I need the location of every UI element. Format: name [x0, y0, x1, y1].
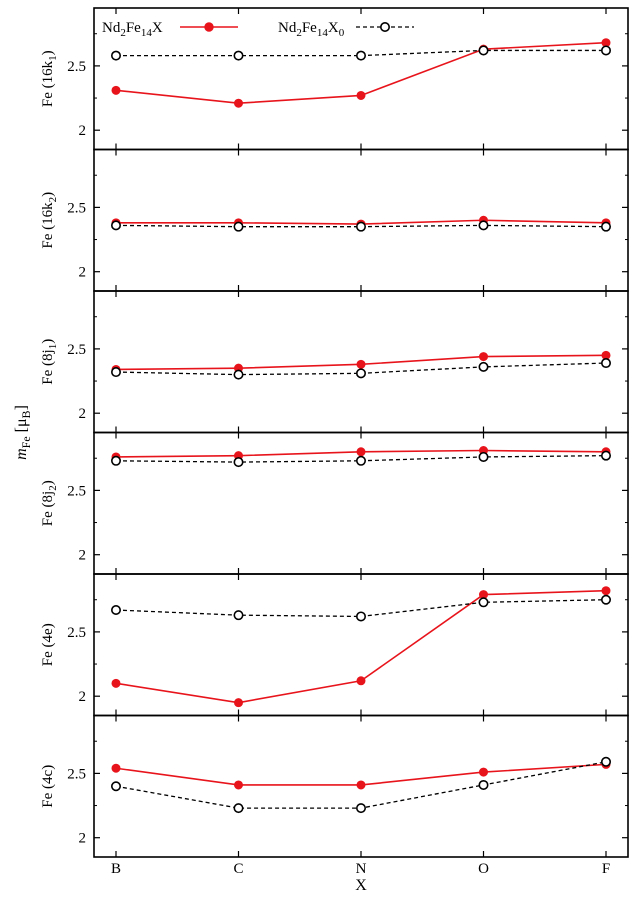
data-point [234, 780, 243, 790]
data-point [600, 221, 611, 232]
data-point [355, 221, 366, 232]
panel-label: Fe (8j2) [40, 480, 59, 526]
data-point [601, 586, 611, 596]
y-axis-title: mFe [μB] [13, 405, 33, 460]
data-point [478, 45, 489, 56]
data-point [355, 455, 366, 466]
y-tick-label: 2.5 [67, 200, 86, 216]
y-tick-label: 2 [79, 123, 87, 139]
data-point [600, 450, 611, 461]
data-point [478, 597, 489, 608]
legend-marker [379, 21, 390, 32]
panel-label: Fe (16k1) [40, 50, 59, 107]
data-point [111, 781, 122, 792]
panel-label: Fe (4c) [40, 765, 56, 808]
data-point [356, 780, 366, 790]
data-point [233, 803, 244, 814]
y-tick-label: 2.5 [67, 766, 86, 782]
data-point [355, 611, 366, 622]
x-tick-label: O [478, 861, 489, 877]
y-tick-label: 2.5 [67, 483, 86, 499]
data-point [233, 369, 244, 380]
legend-label: Nd2Fe14X [102, 20, 163, 39]
x-tick-label: F [602, 861, 610, 877]
y-tick-label: 2.5 [67, 625, 86, 641]
legend-marker [204, 22, 214, 32]
data-point [111, 50, 122, 61]
data-point [234, 98, 243, 108]
data-point [356, 447, 366, 457]
data-point [478, 451, 489, 462]
data-point [233, 50, 244, 61]
panel-label: Fe (8j1) [40, 339, 59, 385]
y-tick-label: 2 [79, 831, 87, 847]
x-tick-label: N [356, 861, 367, 877]
legend-label: Nd2Fe14X0 [278, 20, 345, 39]
panel-label: Fe (16k2) [40, 192, 59, 249]
data-point [356, 359, 366, 369]
data-point [479, 352, 488, 362]
data-point [111, 455, 122, 466]
data-point [478, 220, 489, 231]
series-line [115, 589, 607, 704]
x-axis-title: X [355, 877, 367, 894]
panel-label: Fe (4e) [40, 623, 56, 666]
y-tick-label: 2 [79, 548, 87, 564]
data-point [355, 50, 366, 61]
panel-frame [93, 7, 629, 151]
data-point [478, 361, 489, 372]
data-point [479, 767, 488, 777]
panel-frame [93, 573, 629, 717]
data-point [234, 698, 243, 708]
x-tick-label: B [111, 861, 121, 877]
y-tick-label: 2.5 [67, 342, 86, 358]
data-point [233, 457, 244, 468]
data-point [600, 756, 611, 767]
data-point [600, 45, 611, 56]
data-point [111, 220, 122, 231]
data-point [356, 676, 366, 686]
data-point [111, 605, 122, 616]
data-point [355, 803, 366, 814]
y-tick-label: 2 [79, 406, 87, 422]
data-point [111, 763, 121, 773]
x-tick-label: C [233, 861, 243, 877]
data-point [478, 779, 489, 790]
y-tick-label: 2.5 [67, 59, 86, 75]
y-tick-label: 2 [79, 265, 87, 281]
data-point [233, 221, 244, 232]
data-point [111, 85, 121, 95]
data-point [111, 678, 121, 688]
data-point [355, 368, 366, 379]
data-point [600, 358, 611, 369]
data-point [111, 367, 122, 378]
y-tick-label: 2 [79, 689, 87, 705]
data-point [356, 90, 366, 100]
data-point [233, 610, 244, 621]
data-point [600, 594, 611, 605]
